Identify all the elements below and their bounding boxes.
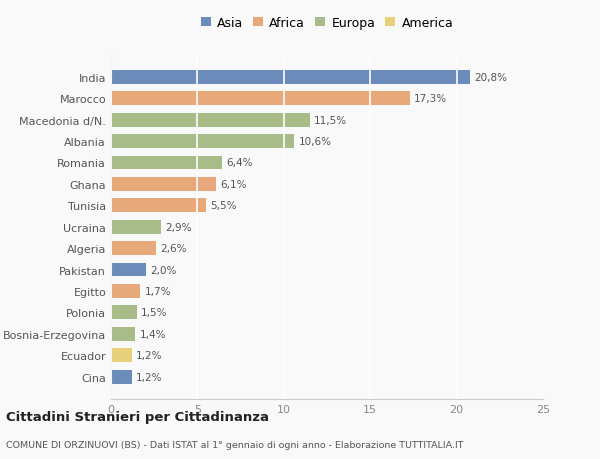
Bar bbox=[111, 348, 132, 362]
Text: 17,3%: 17,3% bbox=[414, 94, 448, 104]
Text: COMUNE DI ORZINUOVI (BS) - Dati ISTAT al 1° gennaio di ogni anno - Elaborazione : COMUNE DI ORZINUOVI (BS) - Dati ISTAT al… bbox=[6, 441, 464, 449]
Text: 2,0%: 2,0% bbox=[150, 265, 176, 275]
Text: 1,7%: 1,7% bbox=[145, 286, 171, 296]
Text: 2,9%: 2,9% bbox=[166, 222, 192, 232]
Bar bbox=[111, 71, 470, 84]
Bar bbox=[111, 220, 161, 234]
Text: 2,6%: 2,6% bbox=[160, 244, 187, 253]
Bar bbox=[111, 156, 221, 170]
Text: 20,8%: 20,8% bbox=[475, 73, 508, 83]
Bar bbox=[111, 263, 146, 277]
Bar bbox=[111, 178, 217, 191]
Text: 1,2%: 1,2% bbox=[136, 350, 163, 360]
Bar bbox=[111, 241, 156, 256]
Text: 1,4%: 1,4% bbox=[140, 329, 166, 339]
Bar bbox=[111, 306, 137, 319]
Text: 10,6%: 10,6% bbox=[298, 137, 331, 147]
Text: 11,5%: 11,5% bbox=[314, 115, 347, 125]
Bar bbox=[111, 92, 410, 106]
Bar bbox=[111, 113, 310, 127]
Bar bbox=[111, 327, 135, 341]
Text: 1,5%: 1,5% bbox=[141, 308, 168, 318]
Legend: Asia, Africa, Europa, America: Asia, Africa, Europa, America bbox=[197, 13, 457, 34]
Bar bbox=[111, 135, 294, 149]
Bar bbox=[111, 199, 206, 213]
Text: 1,2%: 1,2% bbox=[136, 372, 163, 382]
Text: 6,1%: 6,1% bbox=[221, 179, 247, 190]
Bar bbox=[111, 370, 132, 384]
Bar bbox=[111, 284, 140, 298]
Text: 6,4%: 6,4% bbox=[226, 158, 253, 168]
Text: Cittadini Stranieri per Cittadinanza: Cittadini Stranieri per Cittadinanza bbox=[6, 410, 269, 423]
Text: 5,5%: 5,5% bbox=[211, 201, 237, 211]
